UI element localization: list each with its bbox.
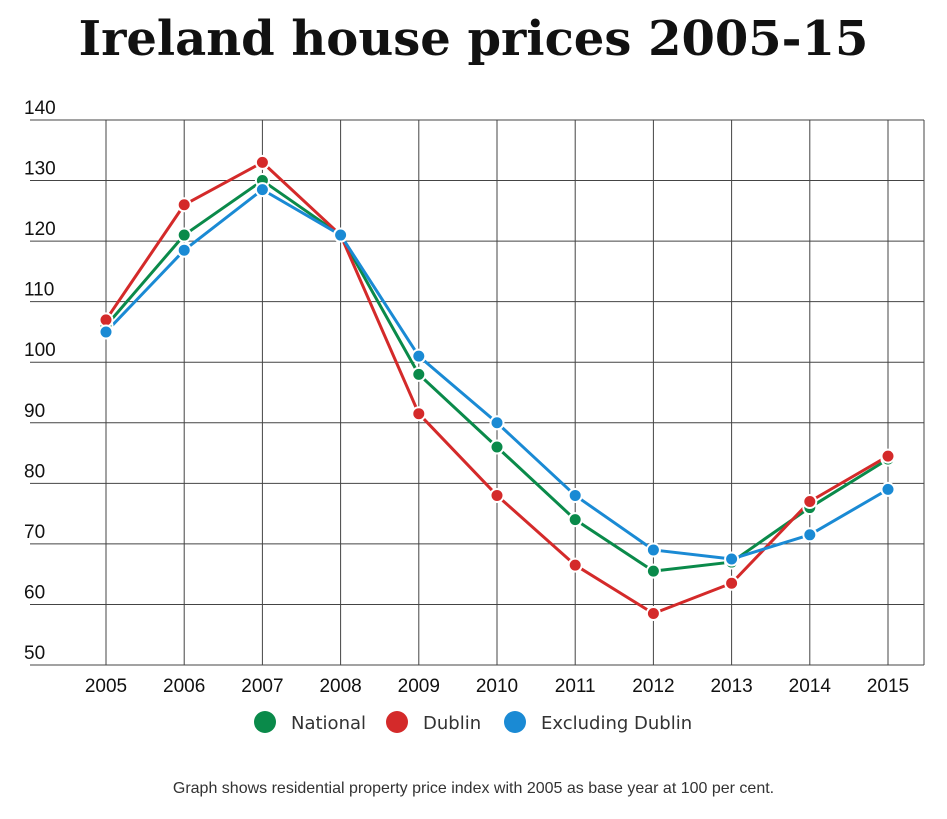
y-tick-label: 50 (24, 643, 45, 664)
x-tick-label: 2010 (476, 676, 518, 697)
data-point-excluding-dublin (176, 242, 192, 258)
legend-marker-dublin (386, 711, 408, 733)
data-point-dublin (802, 494, 818, 509)
data-point-dublin (567, 557, 583, 573)
data-point-excluding-dublin (254, 182, 270, 198)
x-tick-label: 2006 (163, 676, 205, 697)
data-point-dublin (98, 312, 114, 328)
data-point-dublin (254, 154, 270, 170)
data-point-dublin (489, 487, 505, 503)
legend-marker-national (254, 711, 276, 733)
x-tick-label: 2009 (398, 676, 440, 697)
y-axis-ticks: 50 60 70 80 90 100 110 120 130 140 (24, 98, 56, 664)
y-tick-label: 100 (24, 340, 56, 361)
x-tick-label: 2012 (632, 676, 674, 697)
grid (30, 119, 925, 666)
legend-label-excluding-dublin: Excluding Dublin (541, 713, 692, 734)
legend-marker-excluding-dublin (504, 711, 526, 733)
data-point-dublin (176, 197, 192, 213)
data-point-dublin (880, 448, 896, 464)
legend: National Dublin Excluding Dublin (254, 711, 692, 734)
x-tick-label: 2013 (710, 676, 752, 697)
y-tick-label: 70 (24, 522, 45, 543)
series-points (98, 154, 896, 622)
legend-label-dublin: Dublin (423, 713, 481, 734)
data-point-national (176, 227, 192, 243)
data-point-excluding-dublin (333, 227, 349, 243)
data-point-dublin (645, 606, 661, 622)
y-tick-label: 130 (24, 159, 56, 180)
y-tick-label: 90 (24, 401, 45, 422)
y-tick-label: 120 (24, 219, 56, 240)
chart-title: Ireland house prices 2005-15 (78, 11, 869, 67)
data-point-national (411, 366, 427, 382)
x-tick-label: 2008 (319, 676, 361, 697)
y-tick-label: 80 (24, 461, 45, 482)
data-point-excluding-dublin (645, 542, 661, 558)
footnote: Graph shows residential property price i… (172, 780, 775, 797)
y-tick-label: 60 (24, 582, 45, 603)
legend-label-national: National (291, 713, 366, 734)
x-tick-label: 2005 (85, 676, 127, 697)
y-tick-label: 110 (24, 280, 54, 301)
x-axis-ticks: 2005 2006 2007 2008 2009 2010 2011 2012 2013 2014… (85, 676, 909, 697)
data-point-national (567, 512, 583, 528)
data-point-dublin (411, 406, 427, 422)
data-point-excluding-dublin (880, 481, 896, 497)
x-tick-label: 2007 (241, 676, 283, 697)
data-point-dublin (724, 575, 740, 591)
data-point-national (489, 439, 505, 455)
data-point-excluding-dublin (411, 348, 427, 364)
data-point-national (645, 563, 661, 579)
y-tick-label: 140 (24, 98, 56, 119)
data-point-excluding-dublin (98, 324, 114, 340)
x-tick-label: 2014 (789, 676, 832, 697)
data-point-excluding-dublin (567, 487, 583, 503)
x-tick-label: 2015 (867, 676, 909, 697)
x-tick-label: 2011 (555, 676, 596, 697)
data-point-excluding-dublin (724, 551, 740, 567)
data-point-excluding-dublin (802, 527, 818, 543)
data-point-excluding-dublin (489, 415, 505, 431)
